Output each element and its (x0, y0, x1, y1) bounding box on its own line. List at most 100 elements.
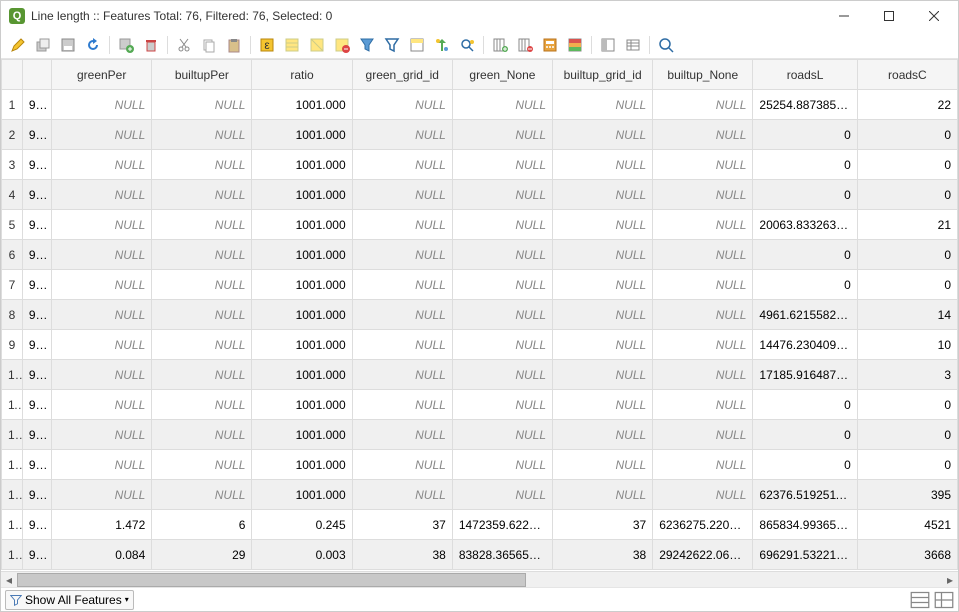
cell-green_grid_id[interactable]: NULL (352, 210, 452, 240)
cell-builtup_None[interactable]: NULL (653, 240, 753, 270)
cell-roadsC[interactable]: 10 (857, 330, 957, 360)
cell-rownum[interactable]: 7 (2, 270, 23, 300)
cell-builtup_grid_id[interactable]: NULL (553, 270, 653, 300)
cell-green_None[interactable]: NULL (452, 360, 552, 390)
cell-id[interactable]: 953... (22, 180, 51, 210)
cell-roadsC[interactable]: 0 (857, 240, 957, 270)
cell-green_grid_id[interactable]: NULL (352, 480, 452, 510)
show-all-features-button[interactable]: Show All Features ▾ (5, 590, 134, 610)
cell-greenPer[interactable]: NULL (52, 180, 152, 210)
delete-field-button[interactable] (514, 34, 536, 56)
cell-roadsC[interactable]: 0 (857, 420, 957, 450)
cell-green_grid_id[interactable]: NULL (352, 120, 452, 150)
paste-button[interactable] (223, 34, 245, 56)
cell-id[interactable]: 953... (22, 360, 51, 390)
cell-roadsL[interactable]: 0 (753, 120, 857, 150)
table-row[interactable]: 4953...NULLNULL1001.000NULLNULLNULLNULL0… (2, 180, 958, 210)
cell-roadsC[interactable]: 3 (857, 360, 957, 390)
cell-rownum[interactable]: 6 (2, 240, 23, 270)
cell-ratio[interactable]: 1001.000 (252, 420, 352, 450)
cell-roadsC[interactable]: 22 (857, 90, 957, 120)
cell-green_None[interactable]: NULL (452, 330, 552, 360)
cell-green_grid_id[interactable]: NULL (352, 240, 452, 270)
cell-roadsC[interactable]: 0 (857, 270, 957, 300)
cell-roadsC[interactable]: 14 (857, 300, 957, 330)
cell-green_None[interactable]: NULL (452, 390, 552, 420)
move-top-button[interactable] (431, 34, 453, 56)
cell-roadsC[interactable]: 0 (857, 120, 957, 150)
cell-id[interactable]: 953... (22, 540, 51, 570)
cell-builtup_None[interactable]: NULL (653, 180, 753, 210)
cell-builtup_grid_id[interactable]: NULL (553, 210, 653, 240)
cell-builtup_None[interactable]: NULL (653, 270, 753, 300)
cell-builtup_grid_id[interactable]: NULL (553, 120, 653, 150)
cell-ratio[interactable]: 1001.000 (252, 390, 352, 420)
filter-button[interactable] (381, 34, 403, 56)
cell-builtup_grid_id[interactable]: 38 (553, 540, 653, 570)
cell-rownum[interactable]: 9 (2, 330, 23, 360)
cell-builtupPer[interactable]: NULL (152, 270, 252, 300)
cell-ratio[interactable]: 1001.000 (252, 330, 352, 360)
cell-roadsL[interactable]: 696291.5322122... (753, 540, 857, 570)
table-row[interactable]: 2953...NULLNULL1001.000NULLNULLNULLNULL0… (2, 120, 958, 150)
cell-greenPer[interactable]: NULL (52, 240, 152, 270)
cell-green_None[interactable]: 83828.36565011... (452, 540, 552, 570)
column-header-green_None[interactable]: green_None (452, 60, 552, 90)
cell-builtup_grid_id[interactable]: NULL (553, 180, 653, 210)
cell-builtup_grid_id[interactable]: NULL (553, 420, 653, 450)
cell-roadsL[interactable]: 20063.83326341... (753, 210, 857, 240)
cell-id[interactable]: 953... (22, 450, 51, 480)
column-header-id[interactable] (22, 60, 51, 90)
cell-id[interactable]: 953... (22, 300, 51, 330)
cell-ratio[interactable]: 1001.000 (252, 480, 352, 510)
cell-roadsC[interactable]: 0 (857, 390, 957, 420)
cell-ratio[interactable]: 1001.000 (252, 90, 352, 120)
cell-rownum[interactable]: 3 (2, 150, 23, 180)
column-header-builtup_grid_id[interactable]: builtup_grid_id (553, 60, 653, 90)
cell-greenPer[interactable]: NULL (52, 300, 152, 330)
cell-rownum[interactable]: 2 (2, 120, 23, 150)
cell-builtup_None[interactable]: NULL (653, 210, 753, 240)
cell-green_None[interactable]: NULL (452, 270, 552, 300)
cell-green_grid_id[interactable]: NULL (352, 270, 452, 300)
refresh-button[interactable] (82, 34, 104, 56)
cell-roadsC[interactable]: 21 (857, 210, 957, 240)
cell-builtup_None[interactable]: NULL (653, 300, 753, 330)
cell-builtup_grid_id[interactable]: NULL (553, 480, 653, 510)
table-view-button[interactable] (934, 590, 954, 610)
cell-id[interactable]: 953... (22, 510, 51, 540)
cell-green_grid_id[interactable]: NULL (352, 330, 452, 360)
cell-roadsL[interactable]: 14476.23040969... (753, 330, 857, 360)
cell-builtup_None[interactable]: NULL (653, 420, 753, 450)
cell-builtupPer[interactable]: NULL (152, 90, 252, 120)
cell-builtup_None[interactable]: NULL (653, 150, 753, 180)
cell-greenPer[interactable]: 0.084 (52, 540, 152, 570)
cell-ratio[interactable]: 1001.000 (252, 180, 352, 210)
cell-builtup_grid_id[interactable]: NULL (553, 240, 653, 270)
cell-rownum[interactable]: 5 (2, 210, 23, 240)
column-header-roadsC[interactable]: roadsC (857, 60, 957, 90)
cell-builtup_None[interactable]: NULL (653, 120, 753, 150)
cell-ratio[interactable]: 1001.000 (252, 150, 352, 180)
cell-builtupPer[interactable]: 29 (152, 540, 252, 570)
maximize-button[interactable] (866, 2, 911, 30)
cell-roadsL[interactable]: 0 (753, 150, 857, 180)
cell-builtup_None[interactable]: NULL (653, 390, 753, 420)
cell-builtupPer[interactable]: NULL (152, 300, 252, 330)
cell-greenPer[interactable]: NULL (52, 360, 152, 390)
table-row[interactable]: 10953...NULLNULL1001.000NULLNULLNULLNULL… (2, 360, 958, 390)
table-row[interactable]: 16953...0.084290.0033883828.36565011...3… (2, 540, 958, 570)
cell-builtup_grid_id[interactable]: NULL (553, 330, 653, 360)
cell-greenPer[interactable]: NULL (52, 390, 152, 420)
cell-rownum[interactable]: 1 (2, 90, 23, 120)
cell-green_grid_id[interactable]: NULL (352, 390, 452, 420)
cell-ratio[interactable]: 1001.000 (252, 450, 352, 480)
column-header-builtup_None[interactable]: builtup_None (653, 60, 753, 90)
select-all-button[interactable] (281, 34, 303, 56)
expression-button[interactable]: ε (256, 34, 278, 56)
cell-green_None[interactable]: NULL (452, 240, 552, 270)
cell-green_None[interactable]: NULL (452, 480, 552, 510)
cell-builtup_grid_id[interactable]: NULL (553, 300, 653, 330)
cell-builtupPer[interactable]: NULL (152, 480, 252, 510)
cell-greenPer[interactable]: NULL (52, 210, 152, 240)
